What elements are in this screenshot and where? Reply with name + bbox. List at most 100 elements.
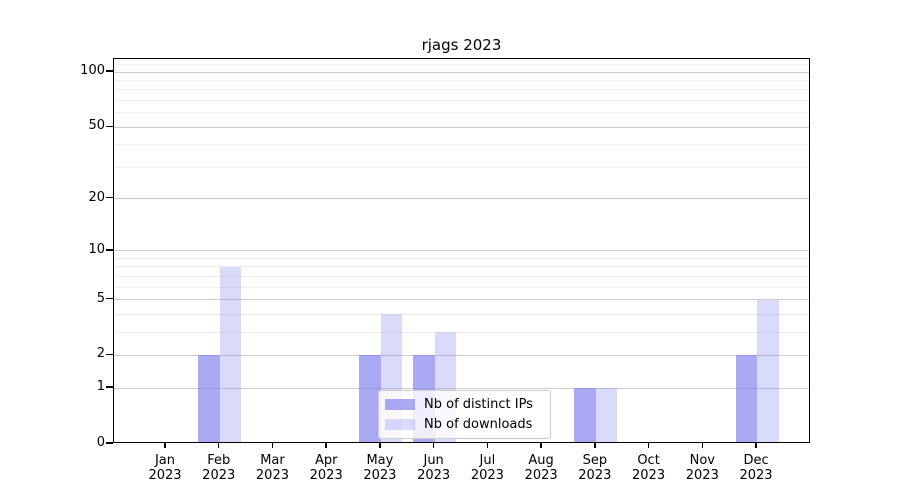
gridline-major bbox=[114, 250, 809, 252]
gridline-minor bbox=[114, 89, 809, 91]
y-tick-label: 10 bbox=[88, 241, 105, 257]
x-tick-year: 2023 bbox=[739, 468, 773, 483]
y-tick-label: 100 bbox=[80, 63, 105, 79]
gridline-minor bbox=[114, 286, 809, 288]
x-tick-year: 2023 bbox=[685, 468, 719, 483]
gridline-major bbox=[114, 198, 809, 200]
y-tick-label: 0 bbox=[96, 435, 105, 450]
x-tick-year: 2023 bbox=[632, 468, 666, 483]
x-tick-month: Aug bbox=[528, 453, 554, 468]
bar-distinct-ips-feb bbox=[198, 355, 220, 442]
y-tick-label: 50 bbox=[88, 118, 105, 134]
x-tick-month: Jul bbox=[479, 453, 496, 468]
x-tick-month: May bbox=[366, 453, 394, 468]
y-tick-mark bbox=[106, 196, 113, 199]
x-tick-mark bbox=[271, 443, 274, 448]
legend-item-downloads: Nb of downloads bbox=[385, 417, 544, 432]
x-tick-label: Apr 2023 bbox=[296, 453, 356, 483]
gridline-minor bbox=[114, 80, 809, 82]
y-tick-label: 1 bbox=[96, 379, 105, 395]
gridline-minor bbox=[114, 166, 809, 168]
x-tick-mark bbox=[486, 443, 489, 448]
x-tick-month: Nov bbox=[689, 453, 715, 468]
x-tick-year: 2023 bbox=[202, 468, 236, 483]
legend-swatch-downloads-icon bbox=[385, 418, 415, 430]
gridline-minor bbox=[114, 112, 809, 114]
x-tick-mark bbox=[164, 443, 166, 448]
x-tick-mark bbox=[432, 443, 435, 448]
gridline-major bbox=[114, 354, 809, 356]
x-tick-year: 2023 bbox=[578, 468, 612, 483]
gridline-minor bbox=[114, 313, 809, 315]
gridline-major bbox=[114, 299, 809, 301]
gridline-minor bbox=[114, 100, 809, 102]
legend-label-downloads: Nb of downloads bbox=[424, 416, 533, 432]
x-tick-mark bbox=[647, 443, 650, 448]
legend: Nb of distinct IPs Nb of downloads bbox=[378, 390, 551, 439]
x-tick-year: 2023 bbox=[148, 468, 182, 483]
x-tick-month: Jun bbox=[423, 453, 444, 468]
x-tick-label: May 2023 bbox=[350, 453, 410, 483]
gridline-minor bbox=[114, 266, 809, 268]
chart-title: rjags 2023 bbox=[421, 36, 502, 54]
x-tick-label: Jul 2023 bbox=[457, 453, 517, 483]
bar-distinct-ips-sep bbox=[574, 388, 596, 442]
y-tick-mark bbox=[106, 297, 113, 300]
y-tick-mark bbox=[106, 442, 113, 444]
x-tick-label: Feb 2023 bbox=[189, 453, 249, 483]
x-tick-label: Jun 2023 bbox=[404, 453, 464, 483]
gridline-major bbox=[114, 387, 809, 389]
x-tick-month: Apr bbox=[314, 453, 338, 468]
x-tick-year: 2023 bbox=[470, 468, 504, 483]
x-tick-label: Mar 2023 bbox=[242, 453, 302, 483]
x-tick-label: Dec 2023 bbox=[726, 453, 786, 483]
legend-label-distinct-ips: Nb of distinct IPs bbox=[424, 397, 533, 413]
x-tick-year: 2023 bbox=[255, 468, 289, 483]
gridline-minor bbox=[114, 331, 809, 333]
gridline-minor bbox=[114, 144, 809, 146]
x-tick-mark bbox=[701, 443, 704, 448]
bar-downloads-sep bbox=[595, 388, 618, 442]
x-tick-label: Aug 2023 bbox=[511, 453, 571, 483]
x-tick-label: Nov 2023 bbox=[672, 453, 732, 483]
x-tick-mark bbox=[755, 443, 757, 448]
x-tick-year: 2023 bbox=[524, 468, 558, 483]
gridline-major bbox=[114, 126, 809, 128]
x-tick-year: 2023 bbox=[309, 468, 343, 483]
plot-area bbox=[113, 58, 810, 443]
x-tick-mark bbox=[540, 443, 542, 448]
x-tick-label: Oct 2023 bbox=[619, 453, 679, 483]
gridline-minor bbox=[114, 258, 809, 259]
gridline-minor bbox=[114, 275, 809, 277]
y-tick-mark bbox=[106, 249, 113, 251]
x-tick-mark bbox=[379, 443, 381, 448]
y-tick-label: 2 bbox=[96, 346, 105, 362]
x-tick-month: Feb bbox=[207, 453, 231, 468]
x-tick-year: 2023 bbox=[417, 468, 451, 483]
x-tick-mark bbox=[217, 443, 220, 448]
legend-item-distinct-ips: Nb of distinct IPs bbox=[385, 397, 544, 412]
y-tick-label: 20 bbox=[88, 189, 105, 205]
y-tick-mark bbox=[106, 70, 113, 72]
legend-swatch-distinct-ips-icon bbox=[385, 399, 415, 411]
x-tick-month: Mar bbox=[260, 453, 285, 468]
gridline-minor bbox=[114, 64, 809, 66]
y-tick-mark bbox=[106, 125, 113, 127]
gridline-major bbox=[114, 71, 809, 73]
x-tick-label: Sep 2023 bbox=[565, 453, 625, 483]
y-tick-mark bbox=[106, 353, 113, 356]
y-tick-label: 5 bbox=[96, 290, 105, 306]
x-tick-year: 2023 bbox=[363, 468, 397, 483]
y-tick-mark bbox=[106, 386, 113, 388]
x-tick-mark bbox=[594, 443, 596, 448]
bar-downloads-dec bbox=[757, 299, 779, 442]
x-tick-mark bbox=[325, 443, 327, 448]
bar-distinct-ips-dec bbox=[735, 355, 758, 442]
bar-downloads-feb bbox=[219, 266, 242, 442]
x-tick-month: Oct bbox=[637, 453, 660, 468]
x-tick-month: Dec bbox=[743, 453, 769, 468]
x-tick-month: Jan bbox=[154, 453, 176, 468]
x-tick-month: Sep bbox=[582, 453, 608, 468]
bar-distinct-ips-may bbox=[359, 355, 381, 442]
